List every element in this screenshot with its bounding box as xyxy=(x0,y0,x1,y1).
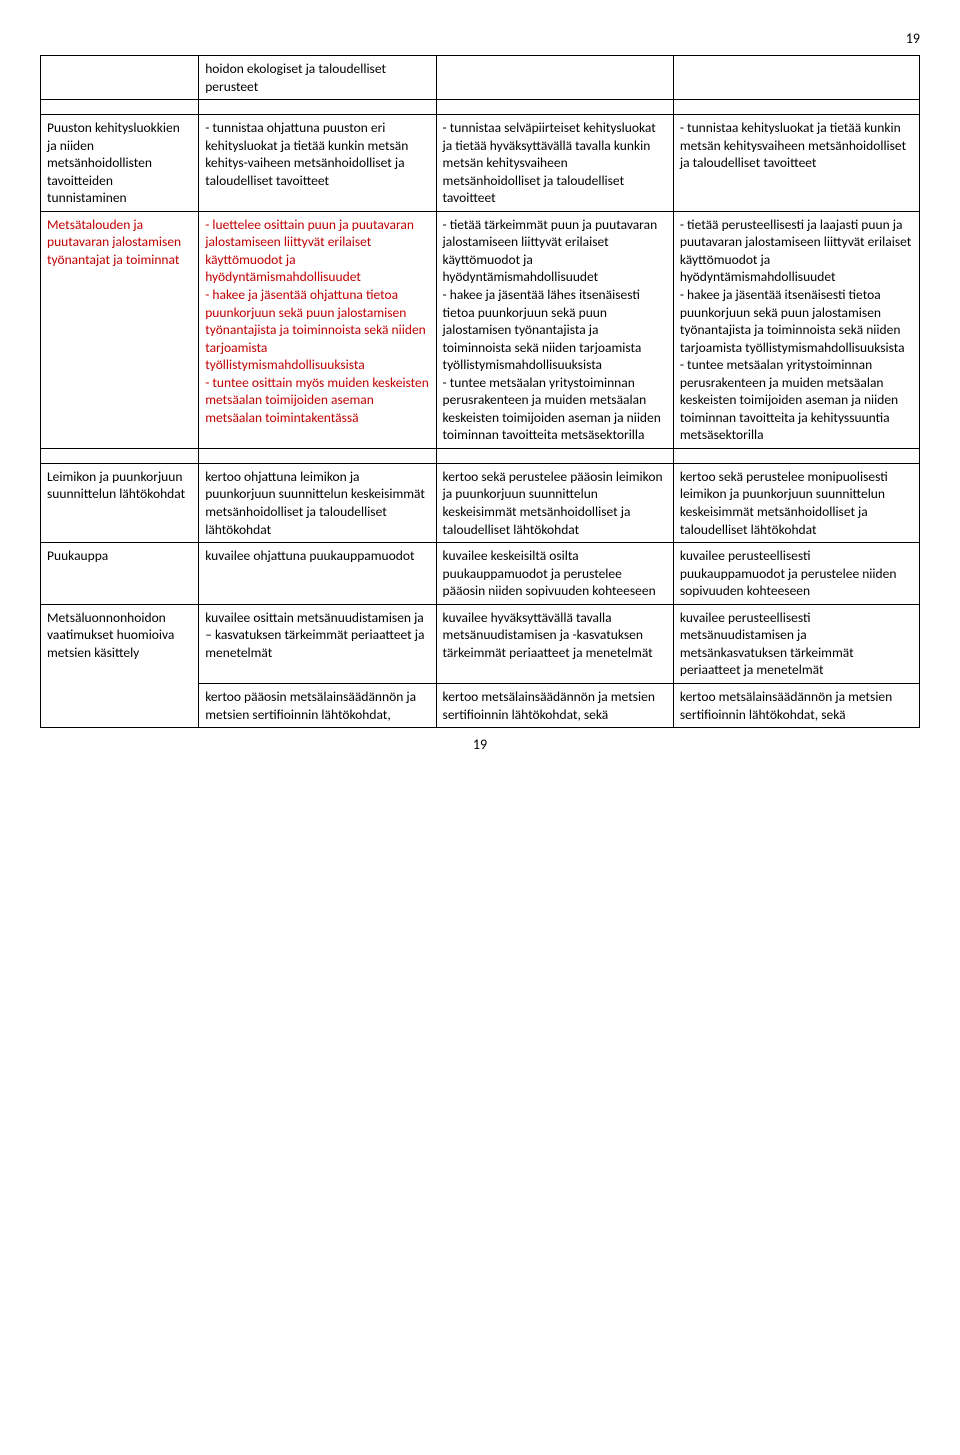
cell: hoidon ekologiset ja taloudelliset perus… xyxy=(199,56,436,100)
cell: - tietää perusteellisesti ja laajasti pu… xyxy=(673,211,919,448)
page-number-top: 19 xyxy=(40,30,920,47)
cell: kertoo sekä perustelee pääosin leimikon … xyxy=(436,463,673,542)
cell: Puuston kehitysluokkien ja niiden metsän… xyxy=(41,115,199,212)
cell: Metsätalouden ja puutavaran jalostamisen… xyxy=(41,211,199,448)
cell: kuvailee ohjattuna puukauppamuodot xyxy=(199,543,436,605)
cell: kuvailee osittain metsänuudistamisen ja … xyxy=(199,604,436,683)
cell xyxy=(436,56,673,100)
cell: kertoo sekä perustelee monipuolisesti le… xyxy=(673,463,919,542)
cell xyxy=(41,56,199,100)
cell: Puukauppa xyxy=(41,543,199,605)
cell: kuvailee perusteellisesti puukauppamuodo… xyxy=(673,543,919,605)
cell: - tunnistaa selväpiirteiset kehitysluoka… xyxy=(436,115,673,212)
spacer-row xyxy=(41,448,920,463)
table-row: Metsätalouden ja puutavaran jalostamisen… xyxy=(41,211,920,448)
page-number-bottom: 19 xyxy=(40,736,920,753)
cell: kuvailee hyväksyttävällä tavalla metsänu… xyxy=(436,604,673,683)
cell: kuvailee perusteellisesti metsänuudistam… xyxy=(673,604,919,683)
cell: kertoo pääosin metsälainsäädännön ja met… xyxy=(199,683,436,727)
table-row: Leimikon ja puunkorjuun suunnittelun läh… xyxy=(41,463,920,542)
table-row: Puukauppa kuvailee ohjattuna puukauppamu… xyxy=(41,543,920,605)
table-row: hoidon ekologiset ja taloudelliset perus… xyxy=(41,56,920,100)
cell: kuvailee keskeisiltä osilta puukauppamuo… xyxy=(436,543,673,605)
table-row: Puuston kehitysluokkien ja niiden metsän… xyxy=(41,115,920,212)
cell: Leimikon ja puunkorjuun suunnittelun läh… xyxy=(41,463,199,542)
cell: - tietää tärkeimmät puun ja puutavaran j… xyxy=(436,211,673,448)
cell xyxy=(673,56,919,100)
cell: kertoo ohjattuna leimikon ja puunkorjuun… xyxy=(199,463,436,542)
cell: - luettelee osittain puun ja puutavaran … xyxy=(199,211,436,448)
cell: - tunnistaa kehitysluokat ja tietää kunk… xyxy=(673,115,919,212)
table-row: Metsäluonnonhoidon vaatimukset huomioiva… xyxy=(41,604,920,683)
cell: kertoo metsälainsäädännön ja metsien ser… xyxy=(436,683,673,727)
content-table: hoidon ekologiset ja taloudelliset perus… xyxy=(40,55,920,728)
cell: Metsäluonnonhoidon vaatimukset huomioiva… xyxy=(41,604,199,727)
cell: - tunnistaa ohjattuna puuston eri kehity… xyxy=(199,115,436,212)
cell: kertoo metsälainsäädännön ja metsien ser… xyxy=(673,683,919,727)
spacer-row xyxy=(41,100,920,115)
